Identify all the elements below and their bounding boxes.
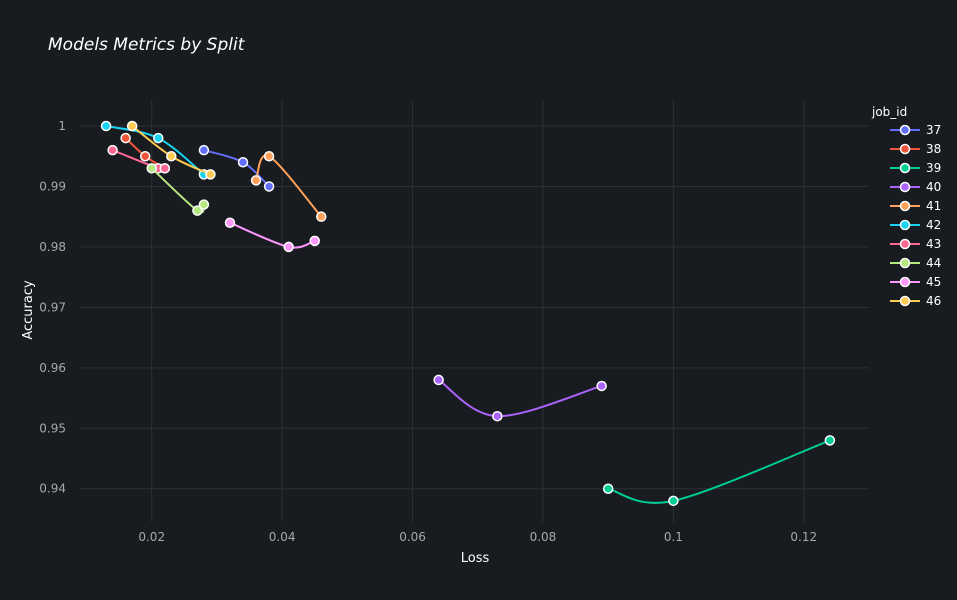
series-41[interactable] (250, 150, 327, 222)
data-point[interactable] (205, 169, 216, 180)
y-tick-label: 0.98 (39, 240, 66, 254)
y-tick-label: 0.94 (39, 482, 66, 496)
legend-item[interactable]: 45 (890, 275, 941, 289)
data-point[interactable] (824, 435, 836, 446)
legend-label: 39 (926, 161, 941, 175)
legend-label: 40 (926, 180, 941, 194)
grid (80, 100, 869, 522)
data-point[interactable] (192, 205, 203, 216)
legend-marker (899, 219, 911, 231)
data-point[interactable] (283, 241, 294, 253)
data-point[interactable] (146, 163, 157, 174)
legend-marker (899, 238, 911, 250)
legend-item[interactable]: 41 (890, 199, 941, 213)
legend-item[interactable]: 44 (890, 256, 941, 270)
data-point[interactable] (250, 175, 262, 186)
legend[interactable]: job_id 37 38 39 40 41 42 43 44 45 46 (871, 105, 941, 308)
data-point[interactable] (224, 217, 236, 228)
data-point[interactable] (263, 181, 275, 192)
legend-label: 41 (926, 199, 941, 213)
legend-marker (899, 143, 911, 155)
x-tick-label: 0.12 (790, 530, 817, 544)
series-line (229, 221, 316, 249)
legend-label: 38 (926, 142, 941, 156)
x-tick-label: 0.04 (269, 530, 296, 544)
data-point[interactable] (309, 235, 320, 247)
legend-label: 46 (926, 294, 941, 308)
data-point[interactable] (602, 483, 614, 494)
y-axis-title: Accuracy (21, 280, 36, 340)
x-axis-title: Loss (461, 551, 490, 566)
legend-label: 43 (926, 237, 941, 251)
legend-item[interactable]: 42 (890, 218, 941, 232)
legend-item[interactable]: 39 (890, 161, 941, 175)
series-45[interactable] (224, 217, 320, 253)
data-point[interactable] (433, 374, 444, 386)
data-point[interactable] (237, 157, 249, 168)
data-point[interactable] (492, 410, 503, 422)
data-point[interactable] (263, 150, 275, 162)
y-tick-label: 1 (58, 119, 66, 133)
data-point[interactable] (166, 150, 177, 162)
legend-marker (899, 257, 911, 269)
data-point[interactable] (198, 144, 210, 156)
legend-label: 42 (926, 218, 941, 232)
series-39[interactable] (602, 435, 836, 507)
legend-label: 45 (926, 275, 941, 289)
series-42[interactable] (100, 120, 210, 180)
data-point[interactable] (139, 150, 151, 162)
data-point[interactable] (152, 132, 164, 144)
legend-label: 37 (926, 123, 941, 137)
legend-item[interactable]: 40 (890, 180, 941, 194)
legend-item[interactable]: 43 (890, 237, 941, 251)
y-tick-label: 0.97 (39, 300, 66, 314)
legend-marker (899, 162, 911, 174)
data-point[interactable] (159, 163, 171, 174)
data-point[interactable] (198, 199, 210, 210)
data-point[interactable] (126, 120, 138, 132)
series-43[interactable] (107, 144, 171, 174)
legend-marker (899, 200, 911, 212)
legend-marker (899, 124, 911, 136)
series-46[interactable] (126, 120, 216, 180)
y-tick-label: 0.99 (39, 179, 66, 193)
series-line (607, 439, 831, 504)
x-tick-label: 0.02 (138, 530, 165, 544)
y-tick-label: 0.96 (39, 361, 66, 375)
plot-area[interactable] (100, 120, 836, 507)
chart-title: Models Metrics by Split (48, 35, 246, 55)
series-44[interactable] (146, 163, 210, 216)
data-point[interactable] (100, 120, 112, 132)
series-40[interactable] (433, 374, 607, 422)
series-37[interactable] (198, 144, 275, 192)
data-point[interactable] (596, 380, 607, 392)
data-point[interactable] (107, 144, 118, 156)
legend-marker (899, 181, 911, 193)
legend-label: 44 (926, 256, 941, 270)
legend-item[interactable]: 38 (890, 142, 941, 156)
legend-marker (899, 276, 911, 288)
data-point[interactable] (668, 495, 679, 507)
axes: 0.02 0.04 0.06 0.08 0.1 0.12 0.94 0.95 0.96 0.97 0… (39, 119, 817, 544)
y-tick-label: 0.95 (39, 421, 66, 435)
x-tick-label: 0.06 (399, 530, 426, 544)
data-point[interactable] (120, 132, 131, 144)
x-tick-label: 0.1 (664, 530, 683, 544)
series-line (438, 379, 602, 418)
legend-title: job_id (871, 105, 907, 119)
x-tick-label: 0.08 (530, 530, 557, 544)
legend-item[interactable]: 37 (890, 123, 941, 137)
data-point[interactable] (316, 211, 327, 222)
legend-marker (899, 295, 911, 307)
legend-item[interactable]: 46 (890, 294, 941, 308)
